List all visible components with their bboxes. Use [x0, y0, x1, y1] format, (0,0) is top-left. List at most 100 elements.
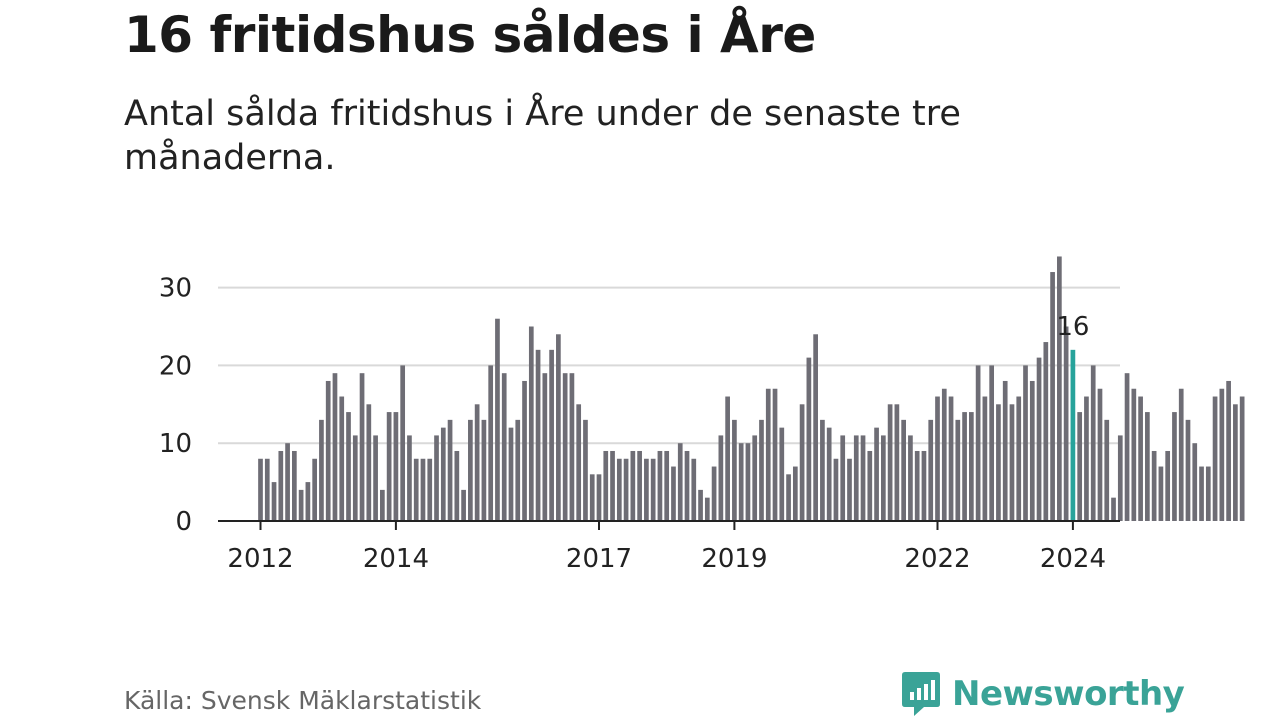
- chart-title: 16 fritidshus såldes i Åre: [124, 6, 816, 64]
- bar: [501, 373, 507, 521]
- bar: [1199, 466, 1204, 521]
- bar: [630, 450, 636, 521]
- bar: [515, 419, 521, 521]
- bar: [319, 419, 324, 521]
- bar: [583, 419, 588, 521]
- bar: [779, 427, 785, 521]
- bar: [589, 474, 595, 521]
- bar: [1009, 404, 1015, 521]
- y-tick-label: 20: [159, 351, 192, 381]
- x-tick-label: 2014: [363, 544, 429, 574]
- x-tick-label: 2019: [701, 544, 767, 574]
- bar: [732, 419, 737, 521]
- bar: [474, 404, 480, 521]
- bar: [657, 450, 663, 521]
- bar: [833, 458, 839, 521]
- bar: [901, 419, 906, 521]
- bar: [1077, 412, 1083, 521]
- bar: [386, 412, 392, 521]
- bar: [664, 450, 670, 521]
- bar: [481, 419, 487, 521]
- bar: [650, 458, 656, 521]
- bar: [298, 489, 304, 521]
- bar: [1084, 396, 1089, 521]
- bar: [738, 443, 744, 521]
- bar: [454, 450, 460, 521]
- x-tick-label: 2022: [904, 544, 970, 574]
- x-tick-label: 2012: [227, 544, 293, 574]
- bar: [522, 380, 527, 521]
- bar: [380, 489, 385, 521]
- bar: [948, 396, 954, 521]
- bar: [935, 396, 940, 521]
- bar: [1029, 380, 1035, 521]
- bar: [339, 396, 345, 521]
- bar: [352, 435, 358, 521]
- bar: [1172, 412, 1177, 521]
- bar: [677, 443, 683, 521]
- bar: [982, 396, 988, 521]
- bar: [711, 466, 717, 521]
- bar: [420, 458, 426, 521]
- bar: [671, 466, 676, 521]
- bar: [799, 404, 805, 521]
- bar: [1151, 450, 1157, 521]
- bar: [258, 458, 263, 521]
- bar: [325, 380, 331, 521]
- bar: [1205, 466, 1211, 521]
- bar: [786, 474, 791, 521]
- bar: [556, 334, 561, 521]
- bar: [1131, 388, 1137, 521]
- x-tick-label: 2024: [1040, 544, 1106, 574]
- bar: [1226, 380, 1231, 521]
- bar: [542, 373, 548, 521]
- brand-logo: Newsworthy: [900, 670, 1185, 718]
- bar: [921, 450, 927, 521]
- bar: [1063, 326, 1069, 521]
- bar: [813, 334, 818, 521]
- bar: [691, 458, 697, 521]
- bar: [1117, 435, 1123, 521]
- bar: [1097, 388, 1103, 521]
- bar: [874, 427, 879, 521]
- bar: [962, 412, 967, 521]
- bar: [752, 435, 758, 521]
- bar: [264, 458, 270, 521]
- value-annotation: 16: [1056, 312, 1089, 342]
- bar: [1016, 396, 1022, 521]
- bar: [1057, 256, 1062, 521]
- bar: [1111, 497, 1116, 521]
- bar: [880, 435, 886, 521]
- bar: [373, 435, 378, 521]
- bar: [1124, 373, 1130, 521]
- y-tick-label: 30: [159, 274, 192, 304]
- bar: [535, 349, 541, 521]
- bar: [792, 466, 798, 521]
- y-tick-label: 10: [159, 429, 192, 459]
- bar: [1050, 272, 1055, 521]
- bar: [576, 404, 582, 521]
- newsworthy-logo-icon: [902, 672, 940, 716]
- bar: [312, 458, 318, 521]
- bar: [468, 419, 473, 521]
- bar: [908, 435, 913, 521]
- bar: [1239, 396, 1245, 521]
- bar: [684, 450, 690, 521]
- bar: [1002, 380, 1008, 521]
- bar: [867, 450, 873, 521]
- bar: [569, 373, 575, 521]
- bar: [366, 404, 372, 521]
- bar: [887, 404, 893, 521]
- source-note: Källa: Svensk Mäklarstatistik: [124, 686, 482, 715]
- bar: [400, 365, 406, 521]
- bar: [508, 427, 514, 521]
- bar: [1178, 388, 1184, 521]
- bar: [765, 388, 771, 521]
- bar: [292, 450, 297, 521]
- bar: [1036, 357, 1042, 521]
- bar: [407, 435, 412, 521]
- bar: [623, 458, 629, 521]
- bar: [413, 458, 419, 521]
- bar: [1158, 466, 1164, 521]
- bar: [914, 450, 920, 521]
